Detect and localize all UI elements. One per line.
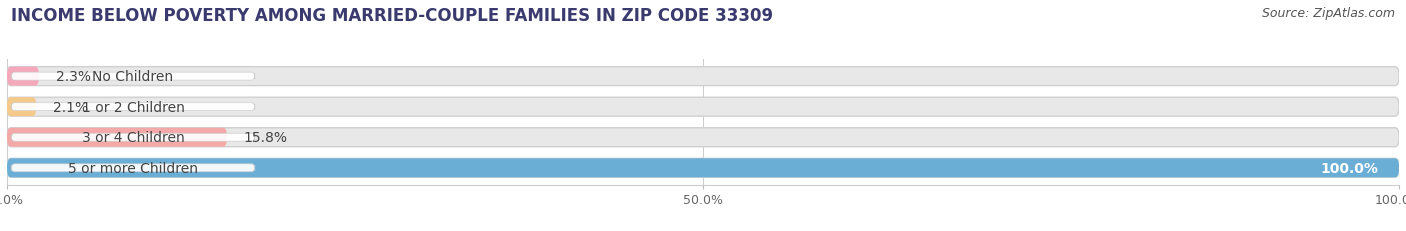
FancyBboxPatch shape [11, 103, 254, 111]
Text: Source: ZipAtlas.com: Source: ZipAtlas.com [1261, 7, 1395, 20]
Text: 2.1%: 2.1% [53, 100, 89, 114]
FancyBboxPatch shape [11, 73, 254, 81]
FancyBboxPatch shape [7, 98, 37, 117]
FancyBboxPatch shape [7, 98, 1399, 117]
FancyBboxPatch shape [7, 128, 226, 147]
FancyBboxPatch shape [7, 67, 1399, 86]
Text: 15.8%: 15.8% [243, 131, 288, 145]
Text: 2.3%: 2.3% [56, 70, 91, 84]
Text: 100.0%: 100.0% [1320, 161, 1378, 175]
FancyBboxPatch shape [7, 67, 39, 86]
Text: No Children: No Children [93, 70, 173, 84]
Text: 1 or 2 Children: 1 or 2 Children [82, 100, 184, 114]
Text: 3 or 4 Children: 3 or 4 Children [82, 131, 184, 145]
FancyBboxPatch shape [7, 128, 1399, 147]
Text: 5 or more Children: 5 or more Children [67, 161, 198, 175]
FancyBboxPatch shape [11, 164, 254, 172]
FancyBboxPatch shape [7, 159, 1399, 177]
FancyBboxPatch shape [11, 134, 254, 142]
FancyBboxPatch shape [7, 159, 1399, 177]
Text: INCOME BELOW POVERTY AMONG MARRIED-COUPLE FAMILIES IN ZIP CODE 33309: INCOME BELOW POVERTY AMONG MARRIED-COUPL… [11, 7, 773, 25]
